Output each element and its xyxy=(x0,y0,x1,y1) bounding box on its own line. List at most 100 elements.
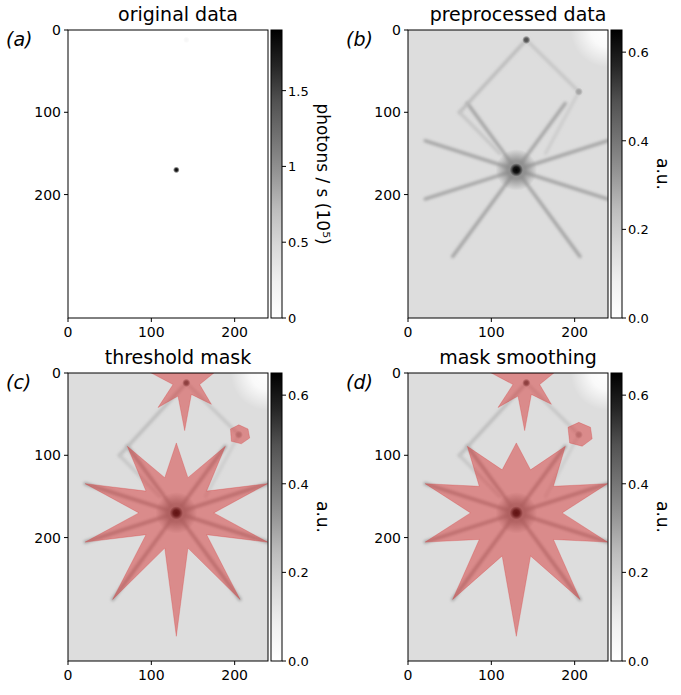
y-tick-label: 100 xyxy=(374,104,401,120)
mask-region xyxy=(231,425,250,444)
plot-frame xyxy=(68,373,268,661)
plot-area xyxy=(408,30,608,318)
colorbar-tick-label: 1 xyxy=(288,159,296,174)
x-tick-label: 200 xyxy=(221,324,248,340)
figure: 0 100 200 0 100 200 original data (a) 0 0.5 1 1.5 ph… xyxy=(0,0,681,695)
colorbar-label: a.u. xyxy=(653,501,673,533)
y-tick-label: 0 xyxy=(392,365,401,381)
spot xyxy=(231,373,269,411)
y-tick-label: 0 xyxy=(392,22,401,38)
panel: 01002000100200mask smoothing(d)0.00.20.4… xyxy=(346,336,673,684)
y-tick xyxy=(64,537,68,538)
colorbar-tick-label: 0.4 xyxy=(288,477,309,492)
colorbar-tick xyxy=(622,229,626,230)
panel: 01002000100200preprocessed data(b)0.00.2… xyxy=(346,0,673,340)
x-tick xyxy=(151,318,152,322)
streak xyxy=(546,92,579,154)
x-tick xyxy=(151,661,152,665)
y-tick xyxy=(64,194,68,195)
y-tick-label: 0 xyxy=(52,365,61,381)
panel-letter: (c) xyxy=(6,371,31,393)
colorbar-tick xyxy=(282,661,286,662)
colorbar-label: a.u. xyxy=(313,501,333,533)
colorbar-tick-label: 0.6 xyxy=(628,388,649,403)
y-tick-label: 200 xyxy=(34,530,61,546)
colorbar-tick xyxy=(282,483,286,484)
panel: 01002000100200original data(a)00.511.5ph… xyxy=(6,3,333,340)
x-tick xyxy=(408,318,409,322)
y-tick-label: 100 xyxy=(34,447,61,463)
spot xyxy=(571,30,609,68)
streak xyxy=(460,40,527,112)
panel-title: mask smoothing xyxy=(439,346,597,368)
y-tick xyxy=(64,30,68,31)
colorbar-tick xyxy=(622,661,626,662)
spot xyxy=(495,149,537,191)
y-tick-label: 200 xyxy=(34,187,61,203)
x-tick-label: 100 xyxy=(138,324,165,340)
spot xyxy=(173,167,180,174)
y-tick xyxy=(404,537,408,538)
y-tick-label: 200 xyxy=(374,530,401,546)
y-tick xyxy=(64,455,68,456)
colorbar-tick xyxy=(282,166,286,167)
colorbar-tick xyxy=(622,572,626,573)
colorbar-tick-label: 0.6 xyxy=(628,45,649,60)
y-tick xyxy=(404,112,408,113)
image-background xyxy=(408,30,608,318)
colorbar-tick-label: 0.4 xyxy=(628,134,649,149)
x-tick-label: 200 xyxy=(561,324,588,340)
x-tick-label: 0 xyxy=(404,667,413,683)
x-tick xyxy=(234,661,235,665)
panel: 01002000100200threshold mask(c)0.00.20.4… xyxy=(6,336,333,684)
image-background xyxy=(68,30,268,318)
colorbar xyxy=(271,30,282,318)
colorbar-tick xyxy=(622,140,626,141)
colorbar-tick-label: 0.2 xyxy=(628,222,649,237)
spot xyxy=(510,163,523,176)
colorbar-tick-label: 1.5 xyxy=(288,84,309,99)
colorbar-tick xyxy=(282,395,286,396)
colorbar-tick-label: 0.6 xyxy=(288,388,309,403)
mask-region xyxy=(425,443,607,636)
spot xyxy=(522,36,530,44)
panel-letter: (b) xyxy=(346,28,373,50)
colorbar-tick-label: 0.4 xyxy=(628,477,649,492)
y-tick-label: 200 xyxy=(374,187,401,203)
y-tick xyxy=(404,373,408,374)
colorbar-tick-label: 0.0 xyxy=(288,654,309,669)
x-tick-label: 200 xyxy=(221,667,248,683)
x-tick-label: 200 xyxy=(561,667,588,683)
spot xyxy=(571,373,609,411)
colorbar-tick-label: 0.0 xyxy=(628,311,649,326)
y-tick xyxy=(64,373,68,374)
plot-frame xyxy=(68,30,268,318)
plot-frame xyxy=(408,30,608,318)
colorbar-tick xyxy=(622,395,626,396)
colorbar-tick xyxy=(282,318,286,319)
x-tick-label: 0 xyxy=(404,324,413,340)
mask-region xyxy=(85,443,267,636)
plot-area xyxy=(68,30,268,318)
x-tick xyxy=(68,661,69,665)
colorbar xyxy=(611,30,622,318)
colorbar-tick xyxy=(622,483,626,484)
colorbar-tick xyxy=(282,242,286,243)
x-tick-label: 100 xyxy=(138,667,165,683)
streak xyxy=(460,112,500,153)
x-tick xyxy=(491,661,492,665)
colorbar-tick xyxy=(622,318,626,319)
spot xyxy=(183,37,190,44)
y-tick xyxy=(404,194,408,195)
panel-title: original data xyxy=(118,3,238,25)
panel-title: preprocessed data xyxy=(430,3,607,25)
mask-region xyxy=(151,373,214,431)
panel-letter: (a) xyxy=(6,28,32,50)
colorbar-label: photons / s (10⁵) xyxy=(313,103,333,244)
image-background xyxy=(68,373,268,661)
plot-frame xyxy=(408,373,608,661)
x-tick-label: 0 xyxy=(64,324,73,340)
colorbar-tick xyxy=(622,52,626,53)
colorbar-tick-label: 0.2 xyxy=(628,565,649,580)
colorbar-tick-label: 0.5 xyxy=(288,235,309,250)
